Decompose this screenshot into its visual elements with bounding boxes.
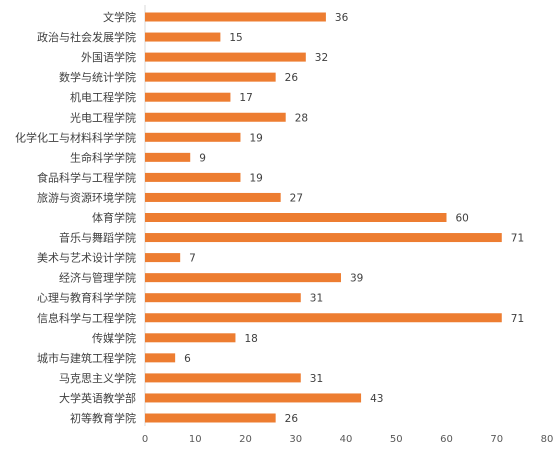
bar-16 [145,333,236,343]
bar-12 [145,253,181,263]
data-label-0: 36 [335,12,349,24]
data-label-5: 28 [295,112,308,124]
category-label-14: 心理与教育科学学院 [37,291,136,305]
data-label-20: 26 [285,413,299,425]
bar-8 [145,172,241,182]
bar-20 [145,413,276,423]
data-label-12: 7 [189,253,196,265]
category-label-10: 体育学院 [92,211,136,225]
data-label-11: 71 [511,233,524,245]
x-tick-label-4: 40 [340,434,353,445]
bar-17 [145,353,176,363]
category-label-16: 传媒学院 [92,331,136,345]
category-labels: 文学院政治与社会发展学院外国语学院数学与统计学院机电工程学院光电工程学院化学化工… [15,10,136,425]
bar-19 [145,393,362,403]
bar-1 [145,32,221,42]
bar-15 [145,313,502,323]
data-labels: 36 15 32 26 17 28 19 9 19 27 60 71 7 39 31 71 18 6 31 43 26 [184,12,524,425]
data-label-13: 39 [350,273,363,285]
category-label-20: 初等教育学院 [70,411,136,425]
category-label-15: 信息科学与工程学院 [37,311,136,325]
bar-14 [145,293,301,303]
category-label-1: 政治与社会发展学院 [37,30,136,44]
category-label-17: 城市与建筑工程学院 [37,351,136,365]
bar-13 [145,273,341,283]
data-label-18: 31 [310,373,323,385]
data-label-2: 32 [315,52,328,64]
data-label-3: 26 [285,72,299,84]
category-label-13: 经济与管理学院 [59,271,136,285]
x-tick-label-8: 80 [541,434,554,445]
category-label-19: 大学英语教学部 [59,391,136,405]
category-label-0: 文学院 [103,10,136,24]
data-label-4: 17 [239,92,252,104]
category-label-9: 旅游与资源环境学院 [37,190,136,204]
data-label-19: 43 [370,393,383,405]
bar-10 [145,213,447,222]
bar-2 [145,52,306,62]
bars [145,12,502,423]
data-label-16: 18 [244,333,257,345]
data-label-1: 15 [229,32,242,44]
category-label-2: 外国语学院 [81,50,136,64]
x-tick-label-0: 0 [142,434,148,445]
bar-4 [145,92,231,102]
category-label-8: 食品科学与工程学院 [37,170,136,184]
category-label-11: 音乐与舞蹈学院 [59,231,136,245]
data-label-14: 31 [310,293,323,305]
data-label-10: 60 [456,213,469,225]
category-label-6: 化学化工与材料科学学院 [15,130,136,144]
category-label-12: 美术与艺术设计学院 [37,251,136,265]
x-tick-label-5: 50 [390,434,403,445]
bar-9 [145,192,281,202]
x-tick-label-7: 70 [490,434,503,445]
category-label-3: 数学与统计学院 [59,70,136,84]
bar-6 [145,132,241,142]
data-label-15: 71 [511,313,524,325]
bar-7 [145,152,191,162]
category-label-7: 生命科学学院 [70,150,136,164]
data-label-6: 19 [249,132,262,144]
category-label-4: 机电工程学院 [70,90,136,104]
category-label-5: 光电工程学院 [70,110,136,124]
x-tick-label-3: 30 [289,434,302,445]
bar-3 [145,72,276,82]
bar-0 [145,12,326,22]
bar-11 [145,233,502,243]
x-tick-label-2: 20 [239,434,252,445]
x-tick-label-1: 10 [189,434,202,445]
bar-18 [145,373,301,383]
data-label-17: 6 [184,353,191,365]
bar-5 [145,112,286,122]
category-label-18: 马克思主义学院 [59,371,136,385]
x-axis-tick-labels: 0 10 20 30 40 50 60 70 80 [142,434,554,445]
x-tick-label-6: 60 [440,434,453,445]
data-label-9: 27 [290,192,303,204]
data-label-7: 9 [199,152,206,164]
data-label-8: 19 [249,172,262,184]
